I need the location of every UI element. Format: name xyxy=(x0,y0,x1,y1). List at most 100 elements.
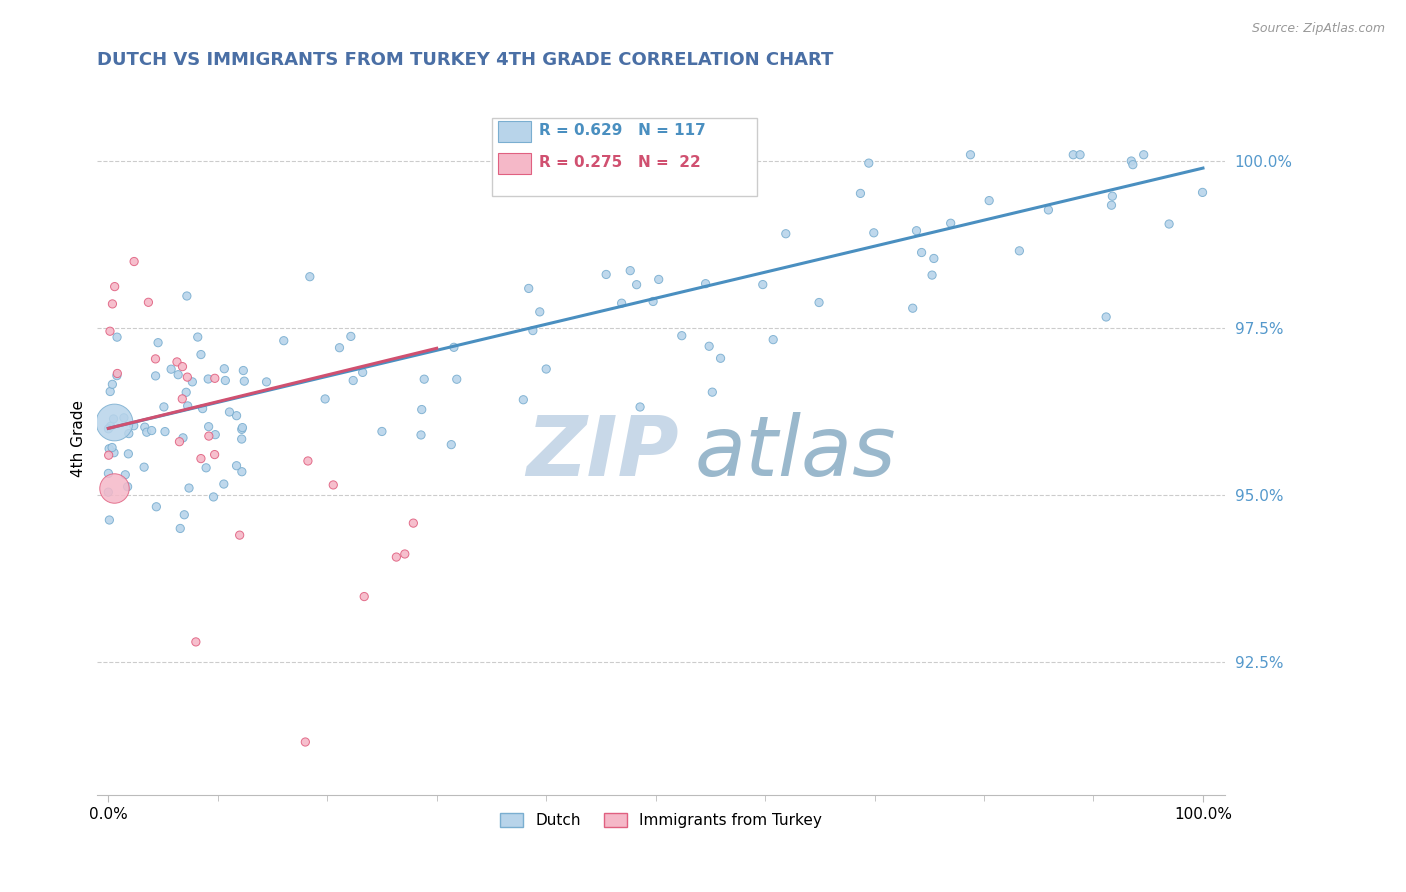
Point xyxy=(371,425,394,439)
Point xyxy=(202,490,225,504)
Point xyxy=(294,735,316,749)
Point xyxy=(132,460,155,475)
Point xyxy=(512,392,534,407)
Point xyxy=(97,448,120,462)
Point xyxy=(145,500,167,514)
Point xyxy=(626,277,648,292)
Point xyxy=(218,405,240,419)
Point xyxy=(1008,244,1031,258)
Point xyxy=(862,226,884,240)
Point xyxy=(517,281,540,295)
Point xyxy=(146,335,169,350)
Point xyxy=(97,422,120,436)
Point xyxy=(905,224,928,238)
Point xyxy=(409,428,432,442)
Point xyxy=(101,377,124,392)
Point xyxy=(1191,186,1213,200)
Point xyxy=(709,351,731,366)
Point xyxy=(695,277,717,291)
Point xyxy=(322,478,344,492)
Point xyxy=(979,194,1001,208)
Point xyxy=(225,409,247,423)
Point xyxy=(939,216,962,230)
Point xyxy=(98,513,121,527)
Point xyxy=(190,347,212,361)
Point xyxy=(114,467,136,482)
Point xyxy=(1095,310,1118,324)
Point xyxy=(177,481,200,495)
Point xyxy=(671,328,693,343)
Point xyxy=(228,528,250,542)
Point xyxy=(118,426,141,441)
Point xyxy=(921,268,943,282)
Text: ZIP: ZIP xyxy=(526,412,679,493)
Point xyxy=(103,482,125,496)
Point xyxy=(1132,147,1154,161)
Point xyxy=(103,412,125,426)
Point xyxy=(1159,217,1181,231)
Point xyxy=(184,635,207,649)
Point xyxy=(122,254,145,268)
Point xyxy=(122,418,145,433)
Point xyxy=(1062,147,1084,161)
Point xyxy=(117,480,139,494)
Point xyxy=(176,289,198,303)
Point xyxy=(340,329,363,343)
Point xyxy=(231,422,253,436)
Point xyxy=(775,227,797,241)
Point xyxy=(135,425,157,440)
Point xyxy=(648,272,671,286)
FancyBboxPatch shape xyxy=(498,153,531,174)
Point xyxy=(922,252,945,266)
Point xyxy=(191,401,214,416)
Point xyxy=(1101,198,1123,212)
Point xyxy=(197,419,219,434)
Point xyxy=(172,359,194,374)
Point xyxy=(145,368,167,383)
Point xyxy=(314,392,336,406)
Point xyxy=(353,590,375,604)
Point xyxy=(352,365,374,379)
Point xyxy=(762,333,785,347)
Point xyxy=(98,442,121,456)
Point xyxy=(342,374,364,388)
Point xyxy=(534,362,557,376)
Point xyxy=(204,371,226,385)
Point xyxy=(910,245,932,260)
Point xyxy=(190,451,212,466)
Point xyxy=(101,297,124,311)
Point xyxy=(1101,189,1123,203)
Point xyxy=(394,547,416,561)
Point xyxy=(233,374,256,388)
Point xyxy=(169,434,191,449)
Point xyxy=(98,384,121,399)
Point xyxy=(643,294,665,309)
Point xyxy=(402,516,425,530)
Point xyxy=(214,374,236,388)
Point xyxy=(105,367,128,381)
FancyBboxPatch shape xyxy=(498,120,531,142)
Point xyxy=(97,467,120,481)
Point xyxy=(187,330,209,344)
Point xyxy=(529,305,551,319)
Point xyxy=(97,485,120,500)
Point xyxy=(628,400,651,414)
Point xyxy=(195,460,218,475)
Point xyxy=(204,427,226,442)
Point xyxy=(198,429,221,443)
Point xyxy=(446,372,468,386)
Point xyxy=(197,372,219,386)
Point xyxy=(167,368,190,382)
Point xyxy=(328,341,350,355)
Point xyxy=(112,410,135,425)
Point xyxy=(1069,147,1091,161)
Point xyxy=(443,340,465,354)
Y-axis label: 4th Grade: 4th Grade xyxy=(72,400,86,477)
Point xyxy=(702,385,724,400)
Text: atlas: atlas xyxy=(695,412,897,493)
Point xyxy=(1122,158,1144,172)
Point xyxy=(610,296,633,310)
Point xyxy=(752,277,775,292)
Point xyxy=(105,368,128,383)
Text: DUTCH VS IMMIGRANTS FROM TURKEY 4TH GRADE CORRELATION CHART: DUTCH VS IMMIGRANTS FROM TURKEY 4TH GRAD… xyxy=(97,51,834,69)
